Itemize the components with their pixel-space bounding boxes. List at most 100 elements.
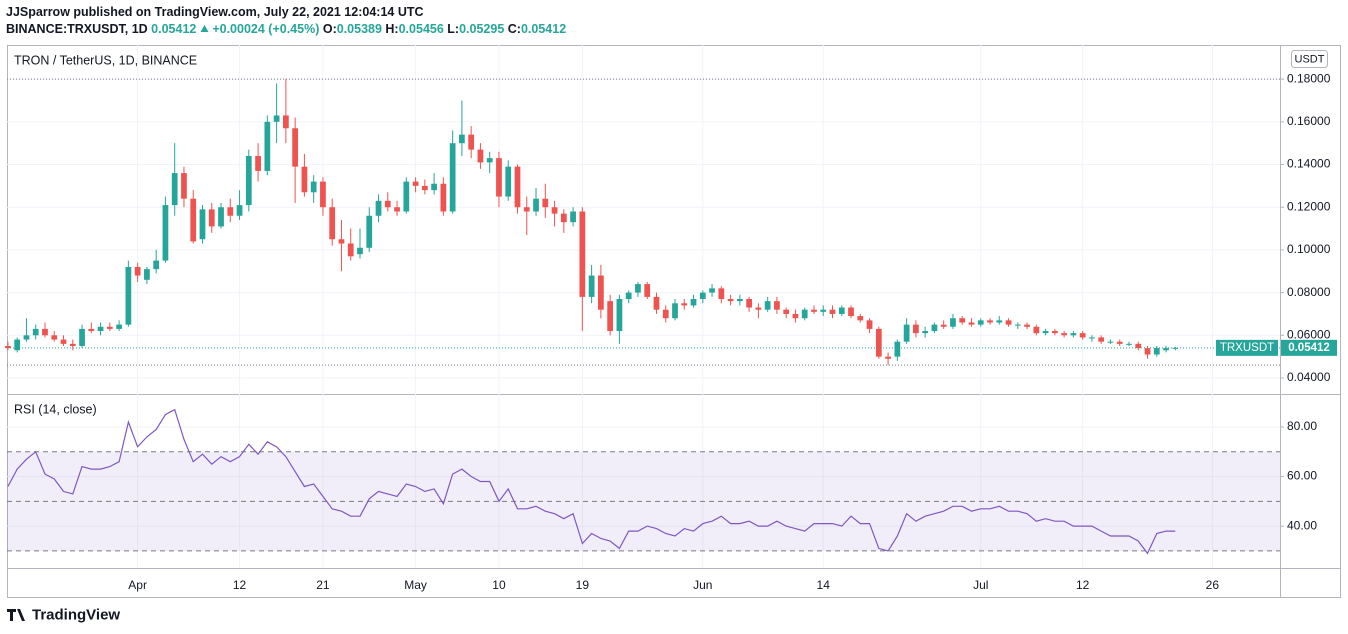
y-tick-label: 0.16000 [1287, 114, 1331, 128]
candle-body [885, 356, 891, 359]
rsi-band [7, 451, 1280, 551]
price-pane-title: TRON / TetherUS, 1D, BINANCE [14, 53, 197, 67]
brand: TradingView [32, 606, 120, 623]
candle-body [727, 299, 734, 302]
candle-body [755, 307, 762, 310]
candle-body [505, 166, 512, 197]
candle-body [338, 239, 345, 244]
candle-body [709, 288, 715, 293]
candle-body [412, 181, 419, 186]
candle-body [134, 266, 141, 276]
candle-body [440, 183, 447, 212]
price-tag [1281, 339, 1337, 356]
candle-body [236, 205, 243, 216]
candle-body [588, 275, 595, 297]
candle-body [273, 115, 280, 122]
header: JJSparrow published on TradingView.com, … [6, 4, 566, 38]
candle-body [764, 301, 771, 310]
candle-body [60, 339, 67, 344]
candle-body [1098, 337, 1105, 342]
candle-body [245, 155, 252, 206]
candle-body [357, 247, 363, 255]
ohlc-l: 0.05295 [459, 22, 505, 36]
candle-body [792, 313, 799, 319]
candle-body [403, 181, 410, 212]
change: +0.00024 (+0.45%) [212, 22, 320, 36]
candle-body [736, 299, 743, 302]
grid [7, 45, 1280, 568]
candle-body [598, 275, 604, 310]
candle-body [51, 335, 58, 340]
candle-body [23, 335, 30, 340]
symbol: BINANCE:TRXUSDT, 1D [6, 22, 148, 36]
candle-body [542, 198, 549, 208]
candle-body [662, 309, 669, 319]
ohlc-o: 0.05389 [336, 22, 382, 36]
candle-body [88, 328, 95, 332]
candle-body [653, 296, 660, 310]
candle-body [913, 324, 919, 334]
author-line: JJSparrow published on TradingView.com, … [6, 5, 424, 19]
candle-body [579, 211, 586, 297]
candle-body [144, 269, 150, 280]
y-tick-label: 80.00 [1287, 419, 1317, 433]
candle-body [468, 134, 475, 150]
candle-body [1042, 331, 1049, 334]
candle-body [1172, 347, 1179, 349]
y-tick-label: 0.04000 [1287, 370, 1331, 384]
candle-body [746, 299, 752, 308]
x-tick-label: 26 [1206, 578, 1220, 592]
y-tick-label: 60.00 [1287, 469, 1317, 483]
candle-body [1144, 348, 1151, 355]
y-tick-label: 0.08000 [1287, 285, 1331, 299]
candle-body [672, 303, 678, 319]
candle-body [394, 207, 400, 212]
candle-body [1033, 326, 1040, 334]
candle-body [560, 213, 567, 223]
y-tick-label: 0.12000 [1287, 199, 1331, 213]
candle-body [940, 324, 947, 327]
y-tick-label: 0.14000 [1287, 157, 1331, 171]
candle-body [199, 209, 206, 240]
candle-body [310, 181, 317, 193]
candle-body [644, 284, 651, 297]
candle-body [1079, 333, 1086, 338]
candle-body [329, 207, 336, 240]
candle-body [106, 326, 113, 329]
candle-body [1024, 324, 1030, 327]
candle-body [718, 288, 725, 300]
candle-body [570, 211, 576, 223]
symbol-tag-label: TRXUSDT [1220, 342, 1274, 354]
currency-box [1291, 50, 1328, 68]
candle-body [1135, 343, 1142, 349]
candle-body [421, 185, 428, 191]
candle-body [125, 266, 132, 325]
candle-body [523, 207, 530, 212]
candle-body [857, 316, 864, 321]
candle-body [1014, 324, 1021, 326]
price-tag-label: 0.05412 [1288, 342, 1330, 354]
candle-body [218, 207, 224, 227]
candle-body [829, 309, 836, 314]
candle-body [181, 173, 187, 199]
candle-body [283, 115, 289, 129]
candle-body [1005, 320, 1012, 325]
candle-body [848, 307, 854, 317]
frame [7, 45, 1341, 598]
candle-body [922, 331, 929, 334]
candle-body [783, 309, 790, 314]
x-tick-label: Jul [973, 578, 988, 592]
candle-body [533, 198, 539, 212]
logo-icon [7, 609, 25, 621]
candle-body [774, 301, 780, 310]
candle-body [894, 341, 901, 357]
candle-body [255, 155, 261, 171]
candle-body [384, 200, 391, 208]
candle-body [1126, 343, 1132, 345]
candle-body [996, 320, 1003, 323]
candle-body [431, 183, 437, 191]
marks [5, 79, 1280, 555]
candle-body [1116, 341, 1123, 344]
candle-body [97, 326, 104, 332]
